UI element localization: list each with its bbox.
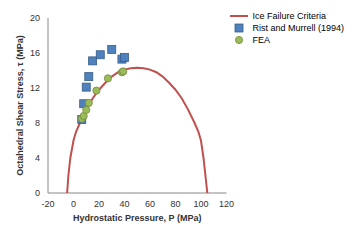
svg-text:40: 40 xyxy=(119,199,129,209)
svg-text:Octahedral Shear Stress, τ (MP: Octahedral Shear Stress, τ (MPa) xyxy=(15,35,25,176)
html-text:FEA: FEA xyxy=(252,35,270,45)
svg-text:Hydrostatic Pressure, P (MPa): Hydrostatic Pressure, P (MPa) xyxy=(73,213,201,223)
svg-text:20: 20 xyxy=(30,13,40,23)
svg-text:8: 8 xyxy=(35,118,40,128)
svg-text:80: 80 xyxy=(170,199,180,209)
svg-text:60: 60 xyxy=(145,199,155,209)
html-text:Rist and Murrell (1994): Rist and Murrell (1994) xyxy=(252,23,344,33)
svg-text:0: 0 xyxy=(35,188,40,198)
svg-text:20: 20 xyxy=(94,199,104,209)
svg-text:4: 4 xyxy=(35,153,40,163)
svg-text:120: 120 xyxy=(219,199,234,209)
svg-text:12: 12 xyxy=(30,83,40,93)
svg-text:16: 16 xyxy=(30,48,40,58)
svg-text:-20: -20 xyxy=(41,199,54,209)
svg-text:100: 100 xyxy=(193,199,208,209)
html-text:Ice Failure Criteria: Ice Failure Criteria xyxy=(252,11,326,21)
svg-text:0: 0 xyxy=(71,199,76,209)
